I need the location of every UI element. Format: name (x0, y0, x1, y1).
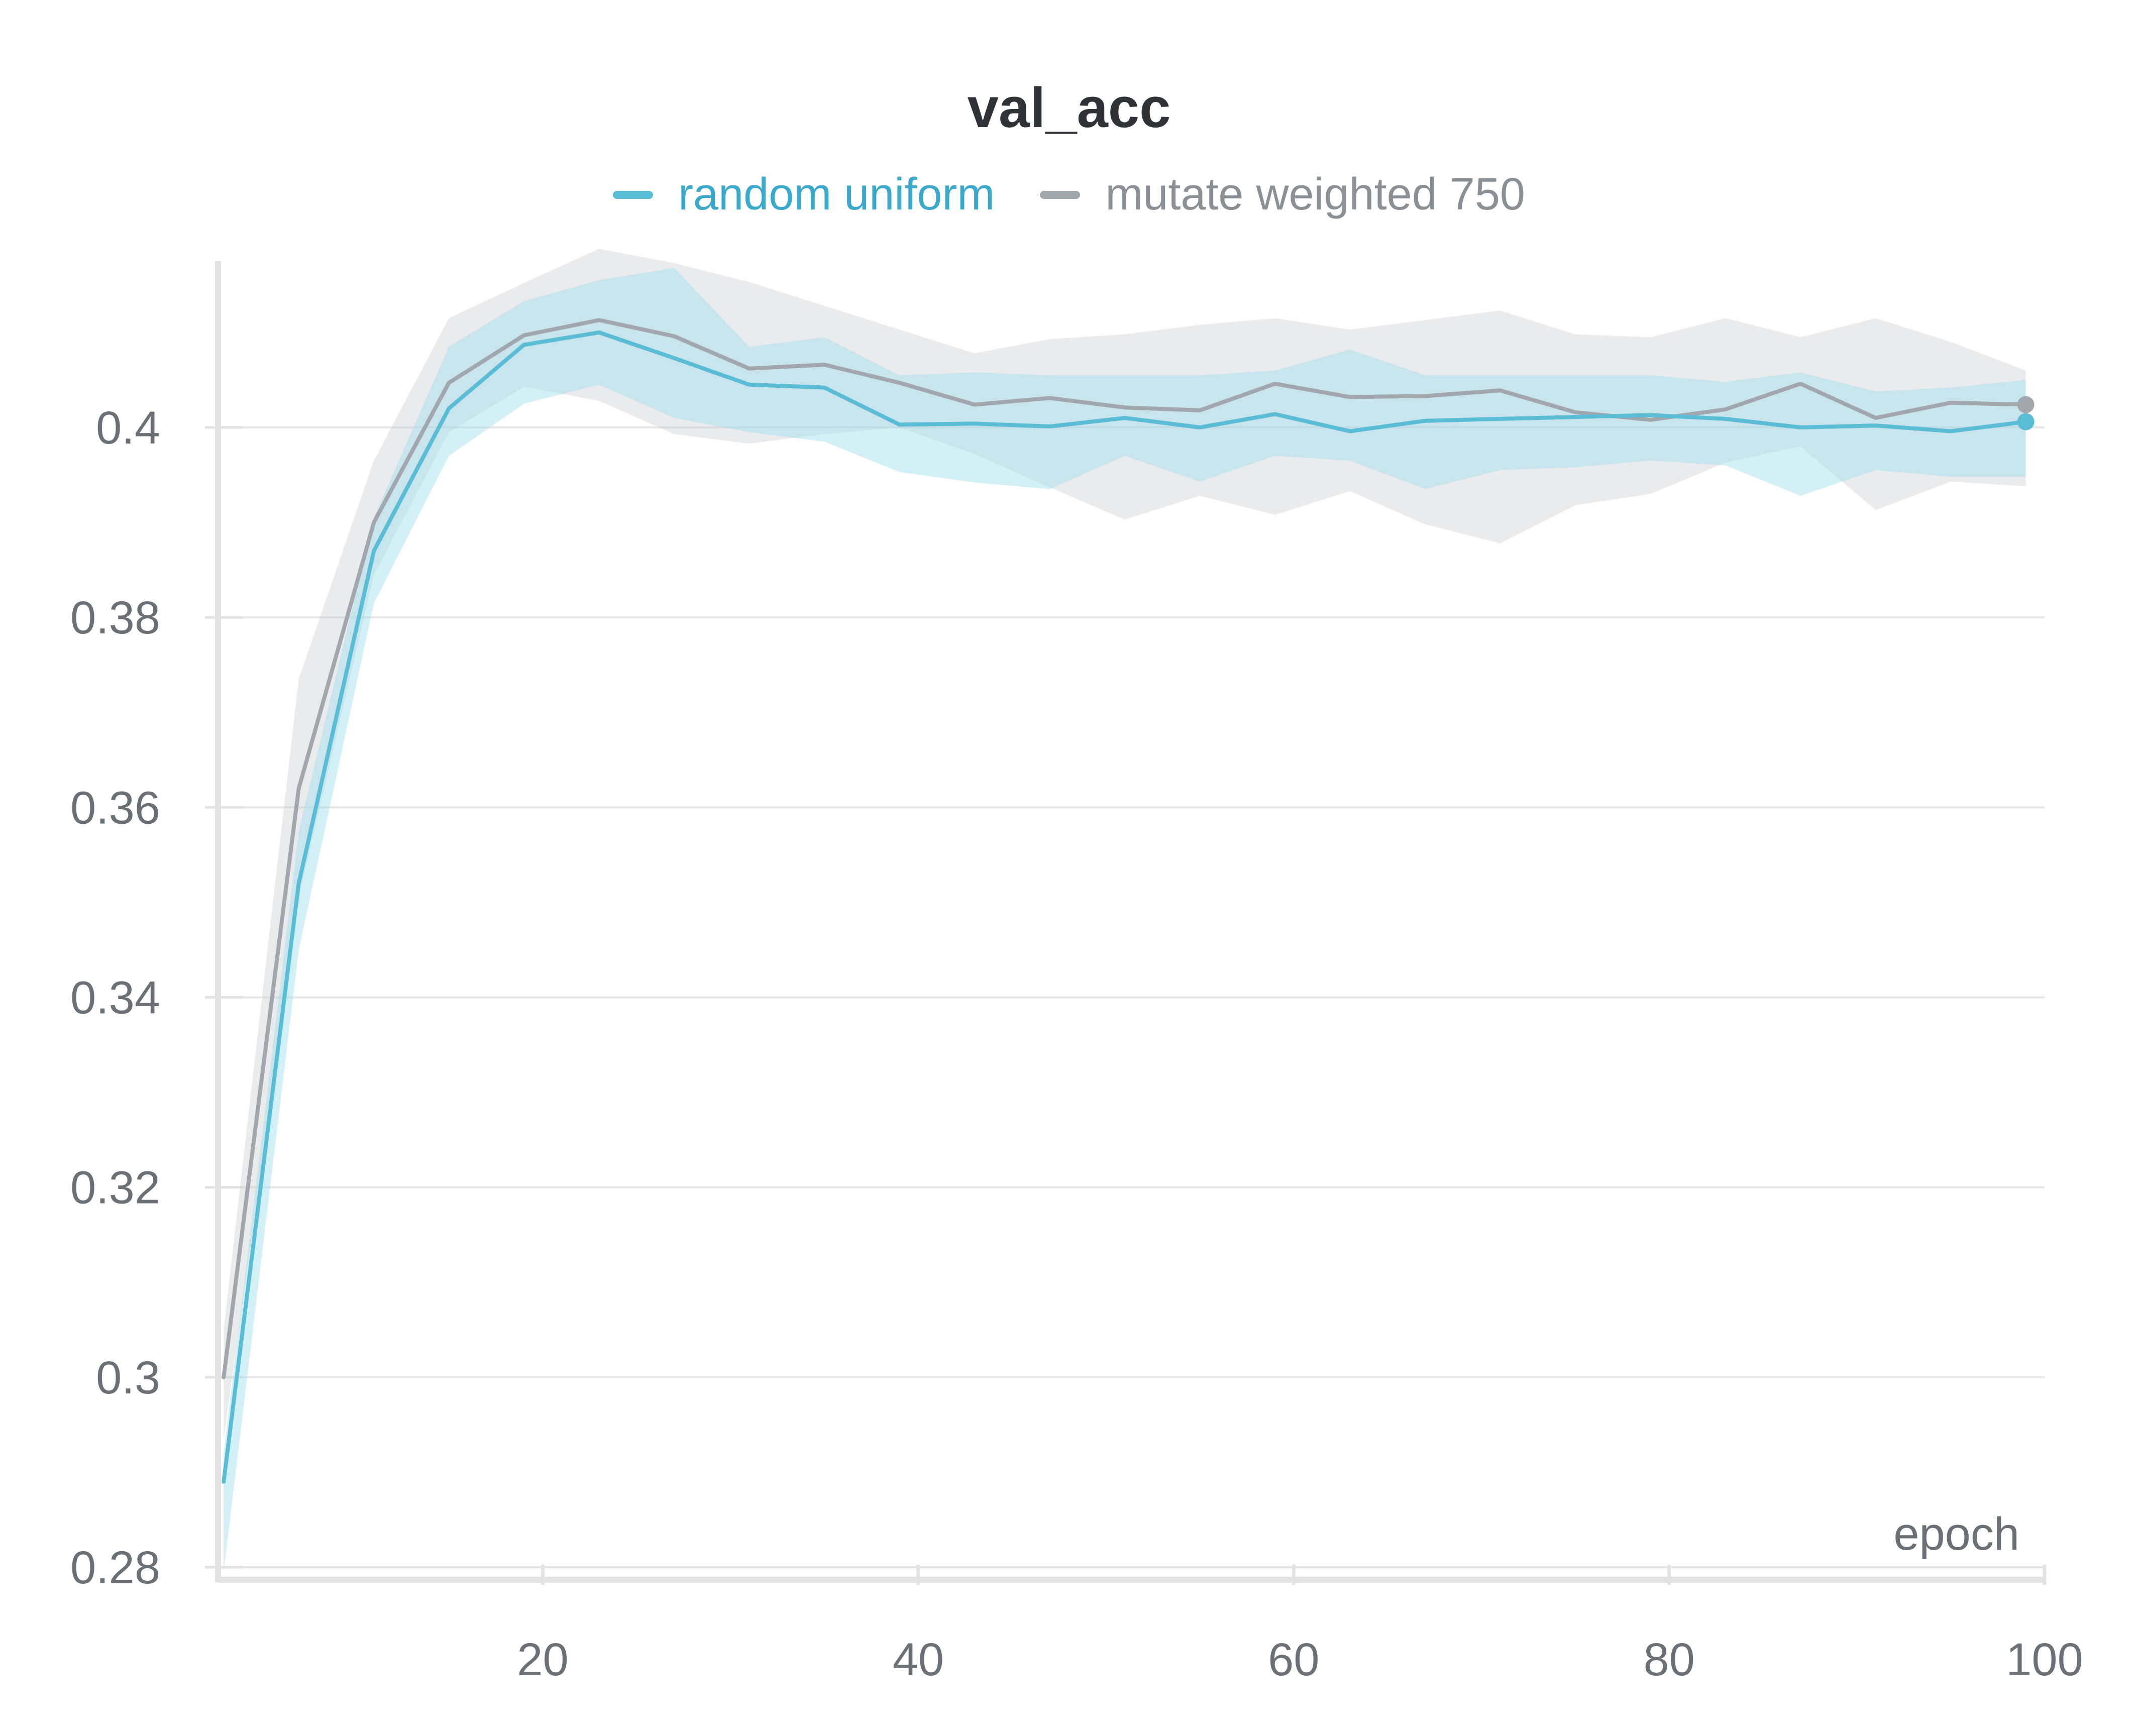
x-tick-label: 20 (517, 1634, 568, 1685)
x-tick-label: 80 (1643, 1634, 1694, 1685)
series-end-point-random-uniform (2017, 413, 2035, 430)
series-line-random-uniform (222, 330, 2028, 1484)
x-tick-label: 40 (893, 1634, 944, 1685)
legend: random uniform mutate weighted 750 (0, 169, 2138, 221)
y-tick-label: 0.34 (70, 972, 160, 1023)
series-line-mutate-weighted-750 (222, 318, 2028, 1379)
y-tick-label: 0.38 (70, 592, 160, 643)
y-tick-label: 0.4 (96, 402, 160, 454)
x-tick-label: 60 (1268, 1634, 1319, 1685)
y-tick-label: 0.3 (96, 1352, 160, 1403)
legend-swatch-random-uniform (613, 190, 654, 199)
y-tick-label: 0.32 (70, 1162, 160, 1214)
x-tick-label: 100 (2006, 1634, 2083, 1685)
legend-item-mutate-weighted-750[interactable]: mutate weighted 750 (1040, 169, 1525, 221)
legend-item-random-uniform[interactable]: random uniform (613, 169, 995, 221)
series-end-point-mutate-weighted-750 (2017, 396, 2035, 413)
x-axis-label: epoch (1893, 1508, 2019, 1560)
y-tick-label: 0.28 (70, 1542, 160, 1593)
legend-swatch-mutate-weighted-750 (1040, 190, 1081, 199)
chart-title: val_acc (967, 76, 1171, 139)
series-band-mutate-weighted-750 (224, 249, 2026, 1439)
legend-label-mutate-weighted-750: mutate weighted 750 (1105, 169, 1525, 220)
y-tick-label: 0.36 (70, 782, 160, 833)
legend-label-random-uniform: random uniform (678, 169, 995, 220)
series-band-random-uniform (224, 268, 2026, 1572)
